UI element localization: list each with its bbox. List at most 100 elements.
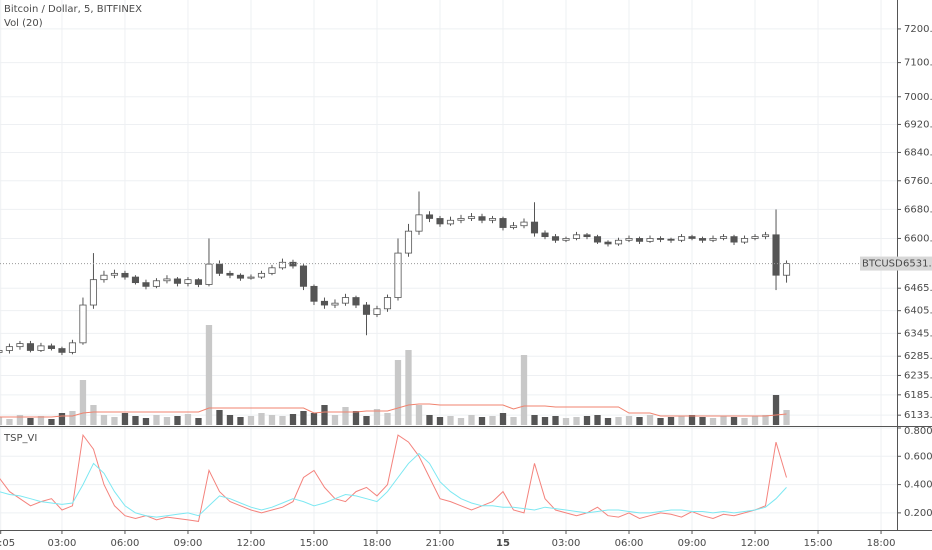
volume-bar: [499, 413, 507, 425]
volume-bar: [289, 414, 297, 425]
candle-body: [47, 345, 56, 349]
candle-body: [310, 285, 318, 302]
volume-bar: [321, 405, 328, 425]
x-tick-label: 09:00: [174, 538, 203, 549]
candle-body: [194, 279, 203, 285]
indicator-pane: [0, 433, 787, 522]
volume-bar: [594, 415, 601, 425]
volume-bar: [100, 415, 108, 425]
volume-bar: [300, 411, 307, 425]
candle-body: [383, 297, 392, 310]
y-tick-label: 0.2000: [904, 508, 932, 519]
volume-bar: [699, 417, 706, 425]
volume-bar: [426, 415, 433, 425]
volume-bar: [657, 418, 664, 425]
volume-bar: [216, 410, 223, 425]
volume-bar: [667, 417, 675, 425]
volume-bar: [541, 417, 549, 425]
candle-body: [730, 236, 738, 243]
candle-body: [719, 236, 728, 239]
candle-body: [404, 230, 413, 254]
candle-body: [299, 265, 308, 287]
candle-body: [488, 218, 497, 221]
volume-bar: [142, 418, 150, 425]
candle-body: [635, 238, 644, 242]
volume-bar: [363, 416, 370, 425]
candle-body: [68, 342, 77, 353]
candle-body: [89, 279, 98, 306]
candle-body: [541, 232, 549, 238]
candle-body: [278, 261, 287, 269]
candle-body: [236, 274, 245, 279]
volume-bar: [583, 416, 591, 425]
candle-body: [79, 304, 87, 344]
candle-body: [362, 304, 371, 315]
volume-bar: [69, 411, 76, 425]
volume-bar: [268, 415, 276, 425]
volume-bar: [489, 416, 496, 425]
y-tick-label: 6760.0: [904, 176, 932, 187]
candle-body: [646, 238, 654, 242]
x-tick-label: 00:05: [0, 538, 15, 549]
volume-bar: [174, 416, 181, 425]
candle-body: [772, 234, 780, 276]
volume-bar: [205, 325, 213, 425]
candle-body: [289, 261, 297, 267]
volume-bar: [720, 416, 727, 425]
y-tick-label: 7100.0: [904, 58, 932, 69]
x-tick-label: 21:00: [426, 538, 455, 549]
volume-bar: [352, 411, 360, 425]
volume-bar: [121, 413, 129, 425]
y-tick-label: 6185.0: [904, 390, 932, 401]
volume-bar: [562, 418, 570, 425]
y-tick-label: 6405.0: [904, 306, 932, 317]
volume-bar: [226, 415, 234, 425]
volume-ma-line: [0, 403, 787, 418]
volume-bar: [58, 413, 66, 425]
x-tick-label: 12:00: [237, 538, 266, 549]
candle-body: [394, 252, 402, 298]
candle-body: [583, 234, 591, 238]
y-tick-label: 6345.0: [904, 328, 932, 339]
volume-bar: [741, 418, 748, 425]
volume-bar: [384, 413, 391, 425]
candle-body: [341, 297, 350, 304]
candle-body: [572, 234, 581, 239]
grid: [0, 0, 897, 530]
volume-bar: [510, 417, 517, 425]
last-price-box: [860, 256, 932, 271]
x-tick-label: 18:00: [867, 538, 896, 549]
volume-pane: [0, 325, 790, 425]
candle-body: [0, 350, 3, 353]
candle-body: [499, 218, 507, 228]
indicator-line: [0, 452, 787, 518]
volume-bar: [405, 350, 412, 425]
volume-bar: [373, 409, 381, 425]
x-tick-label: 15:00: [804, 538, 833, 549]
volume-bar: [615, 417, 622, 425]
volume-bar: [184, 414, 192, 425]
candle-body: [100, 274, 108, 281]
candle-body: [751, 236, 759, 239]
volume-bar: [132, 416, 139, 425]
x-tick-label: 06:00: [111, 538, 140, 549]
x-tick-label: 03:00: [48, 538, 77, 549]
y-tick-label: 7000.0: [904, 92, 932, 103]
volume-bar: [531, 415, 538, 425]
y-tick-label: 6133.0: [904, 410, 932, 421]
candle-body: [205, 263, 213, 285]
candle-body: [698, 238, 707, 241]
volume-bar: [468, 415, 475, 425]
y-tick-label: 6680.0: [904, 204, 932, 215]
y-tick-label: 6235.0: [904, 370, 932, 381]
candle-body: [740, 238, 749, 243]
candle-body: [352, 297, 360, 306]
candle-body: [184, 279, 192, 284]
chart-title: Bitcoin / Dollar, 5, BITFINEX: [4, 4, 142, 15]
last-price-label: 6531.5: [903, 259, 932, 270]
volume-bar: [520, 355, 528, 425]
candle-body: [163, 278, 171, 282]
indicator-legend: TSP_VI: [3, 433, 37, 444]
